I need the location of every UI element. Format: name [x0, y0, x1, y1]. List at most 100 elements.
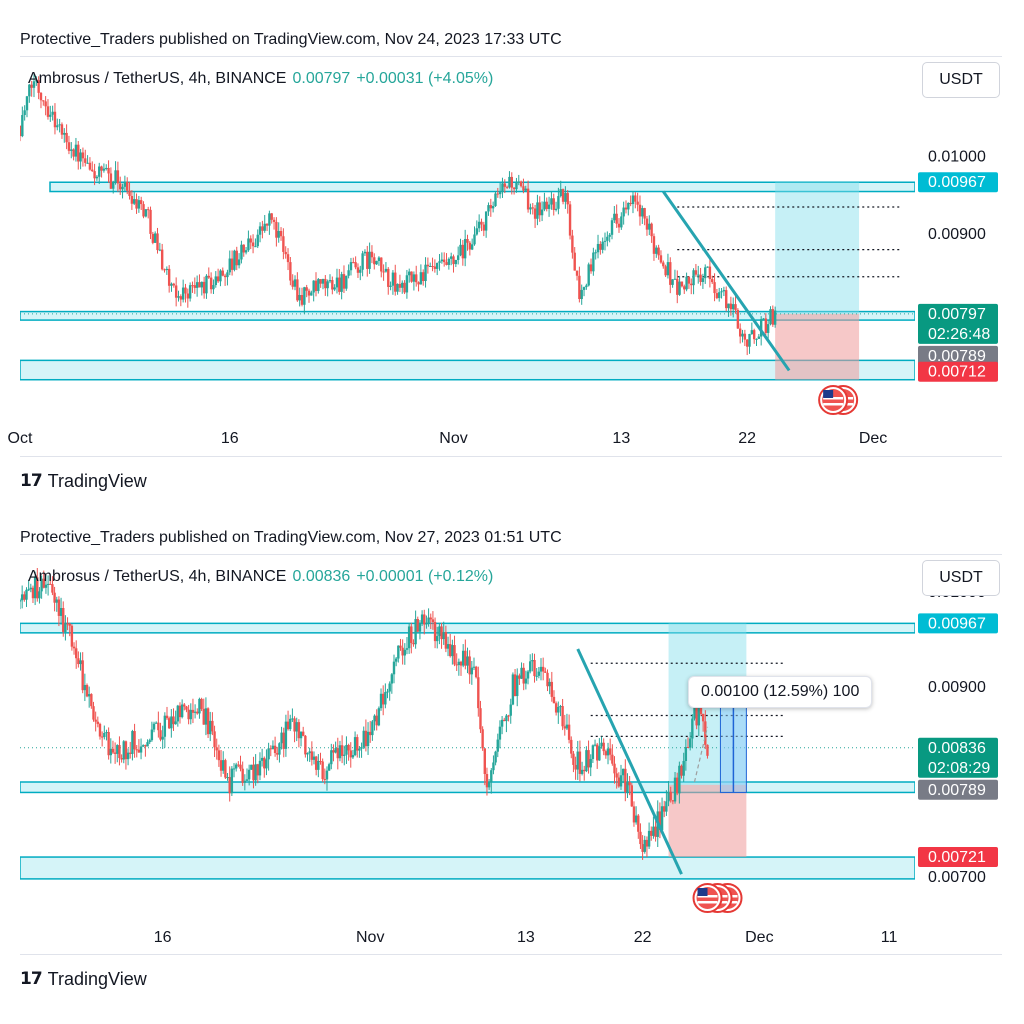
candle-body [340, 274, 343, 292]
candle-body [122, 741, 125, 760]
candle-body [487, 782, 491, 788]
candle-body [533, 208, 537, 219]
tradingview-footer[interactable]: 17 TradingView [20, 470, 147, 492]
candle-body [240, 244, 243, 260]
candle-body [535, 675, 538, 677]
candle-body [109, 748, 112, 756]
candle-body [123, 181, 127, 187]
candle-body [226, 777, 229, 779]
candle-body [713, 282, 716, 294]
candle-body [657, 247, 660, 256]
candle-body [198, 698, 201, 714]
candle-body [20, 600, 22, 602]
candle-body [561, 706, 564, 727]
candle-body [354, 262, 357, 268]
candle-body [172, 716, 175, 725]
candle-body [60, 124, 64, 135]
candle-body [191, 285, 194, 287]
candle-body [212, 285, 215, 290]
candle-body [144, 745, 147, 747]
chart-area[interactable] [20, 56, 1002, 457]
candle-body [599, 243, 602, 250]
candle-body [33, 577, 37, 599]
candle-body [511, 674, 515, 705]
candlestick-chart[interactable]: 16Nov1322Dec110.010000.009000.007000.009… [0, 510, 1024, 1024]
candle-body [475, 228, 479, 235]
candle-body [362, 730, 365, 748]
candle-body [563, 726, 566, 729]
chart-area[interactable] [20, 554, 1002, 955]
candle-body [438, 261, 441, 263]
candle-body [377, 257, 381, 261]
candle-body [503, 719, 506, 722]
candle-body [326, 281, 329, 289]
candle-body [216, 276, 220, 282]
candle-body [265, 759, 268, 769]
candle-body [384, 692, 387, 705]
candle-body [392, 661, 396, 675]
candle-body [438, 626, 441, 637]
candle-body [193, 711, 197, 713]
candle-body [631, 195, 635, 205]
candle-body [42, 578, 45, 588]
candle-body [384, 268, 388, 272]
candle-body [490, 770, 493, 783]
candle-body [704, 267, 707, 279]
candle-body [370, 251, 374, 258]
candle-body [736, 309, 740, 329]
candle-body [512, 187, 516, 190]
candle-body [470, 667, 474, 675]
candle-body [547, 204, 551, 209]
candle-body [361, 253, 364, 270]
candle-body [416, 618, 419, 632]
candle-body [207, 275, 210, 278]
candle-body [49, 114, 52, 117]
candle-body [202, 281, 206, 294]
candle-body [133, 199, 136, 204]
candle-body [575, 270, 579, 276]
candlestick-chart[interactable]: Oct 16 Nov 13 22 Dec 0.01000 0.00900 0.00967 0.00… [0, 0, 1024, 510]
candle-body [46, 106, 50, 117]
candle-body [660, 806, 664, 831]
candle-body [396, 283, 399, 292]
candle-body [622, 207, 625, 217]
tradingview-footer[interactable]: 17 TradingView [20, 968, 147, 990]
x-tick-label: 11 [881, 929, 898, 946]
candle-body [442, 632, 445, 640]
candle-body [91, 169, 94, 172]
candle-body [388, 683, 391, 692]
candle-body [66, 623, 69, 625]
candle-body [321, 278, 325, 284]
candle-body [496, 739, 499, 752]
symbol-header[interactable]: Ambrosus / TetherUS, 4h, BINANCE 0.00836 +… [28, 568, 493, 586]
candle-body [397, 645, 400, 659]
candle-body [673, 777, 677, 802]
candle-body [533, 660, 536, 677]
candle-body [53, 111, 57, 128]
candle-body [510, 176, 513, 188]
candle-body [284, 721, 288, 749]
candle-body [247, 769, 251, 780]
candle-body [158, 249, 162, 251]
candle-body [589, 264, 593, 272]
candle-body [613, 763, 616, 774]
currency-unit-button[interactable]: USDT [922, 560, 1000, 596]
candle-body [554, 208, 558, 210]
candle-body [610, 220, 614, 235]
candle-body [133, 731, 136, 750]
currency-unit-button[interactable]: USDT [922, 62, 1000, 98]
price-tag-entry-text: 0.00789 [928, 782, 986, 799]
candle-body [232, 768, 236, 770]
symbol-header[interactable]: Ambrosus / TetherUS, 4h, BINANCE 0.00797 +… [28, 70, 493, 88]
candle-body [686, 747, 690, 749]
candle-body [342, 274, 346, 289]
candle-body [557, 706, 560, 713]
candle-body [390, 674, 394, 684]
candle-body [70, 149, 73, 151]
candle-body [711, 279, 714, 283]
candle-body [280, 732, 283, 744]
candle-body [706, 266, 709, 268]
candle-body [144, 209, 148, 217]
candle-body [394, 658, 398, 662]
candle-body [275, 221, 278, 238]
